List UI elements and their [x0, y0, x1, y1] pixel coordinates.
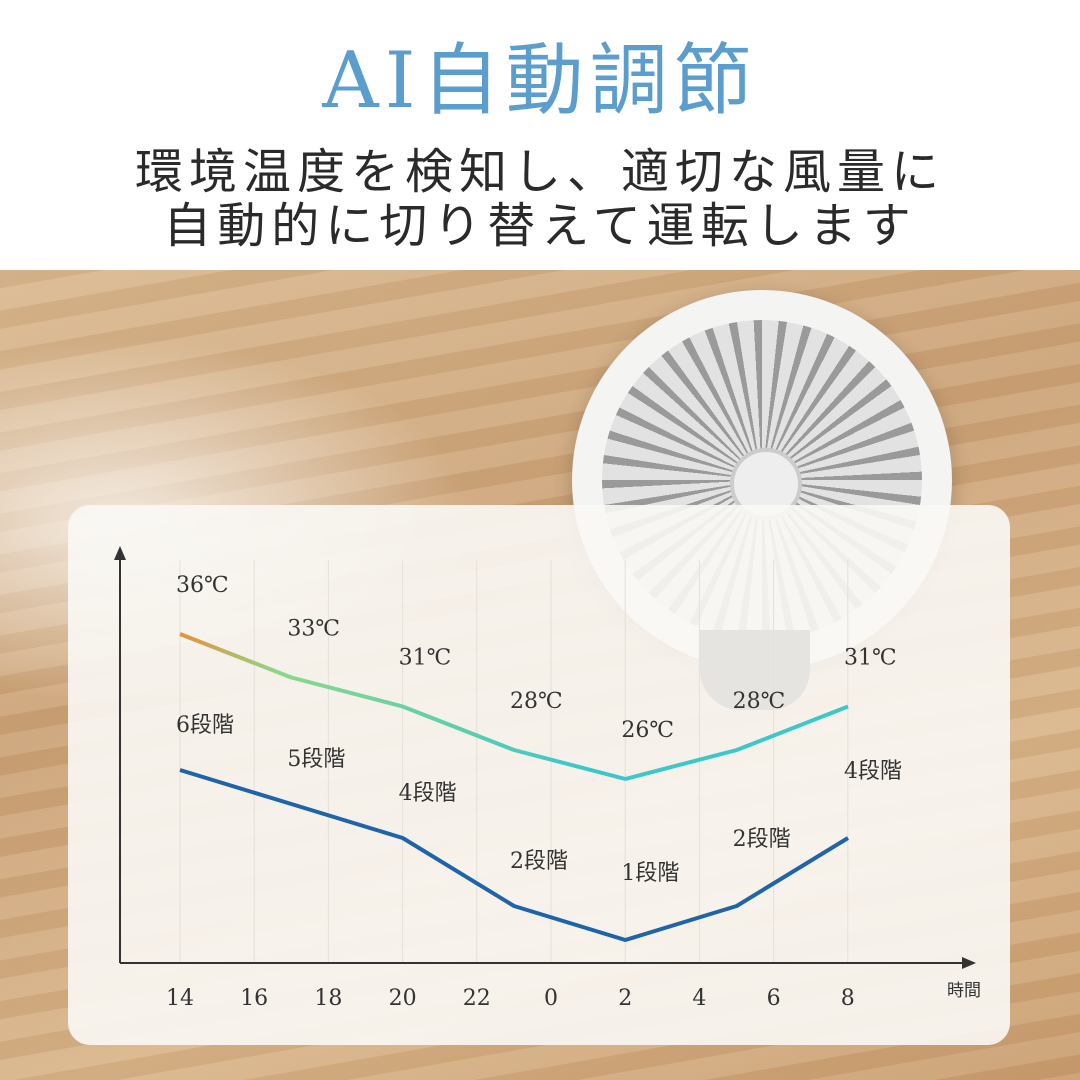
y-axis-arrow	[114, 546, 126, 560]
line-chart: 14 16 18 20 22 0 2 4 6 8 時間 36℃ 33℃ 31℃ 28℃ 26℃ 28℃ 31℃ 6段…	[114, 546, 981, 1011]
x-tick-label: 4	[692, 986, 706, 1011]
x-tick-label: 0	[544, 986, 558, 1011]
temperature-label: 31℃	[844, 646, 897, 671]
temperature-label: 36℃	[176, 573, 229, 598]
temperature-label: 33℃	[287, 617, 340, 642]
fan-level-label: 6段階	[176, 713, 234, 738]
temperature-label: 28℃	[510, 689, 563, 714]
x-tick-label: 14	[166, 986, 194, 1011]
fan-image	[572, 290, 952, 670]
temperature-line	[179, 632, 849, 781]
x-axis-label: 時間	[947, 981, 981, 1001]
page-title: AI自動調節	[322, 36, 758, 126]
fan-level-label: 2段階	[510, 849, 568, 874]
x-tick-label: 6	[767, 986, 781, 1011]
x-tick-label: 22	[463, 986, 491, 1011]
fan-level-label: 5段階	[287, 747, 345, 772]
fan-level-line	[179, 768, 850, 942]
temperature-label: 26℃	[621, 718, 674, 743]
subtitle-line-1: 環境温度を検知し、適切な風量に	[134, 144, 945, 200]
temperature-label: 28℃	[733, 689, 786, 714]
x-tick-label: 20	[389, 986, 417, 1011]
x-tick-label: 8	[841, 986, 855, 1011]
x-tick-label: 16	[240, 986, 268, 1011]
x-axis-arrow	[962, 957, 976, 969]
temperature-label: 31℃	[399, 646, 452, 671]
fan-level-label: 4段階	[399, 781, 457, 806]
x-tick-label: 18	[314, 986, 342, 1011]
chart-card: 14 16 18 20 22 0 2 4 6 8 時間 36℃ 33℃ 31℃ 28℃ 26℃ 28℃ 31℃ 6段…	[68, 505, 1010, 1045]
subtitle-line-2: 自動的に切り替えて運転します	[163, 198, 917, 254]
fan-level-label: 1段階	[621, 861, 679, 886]
x-tick-label: 2	[618, 986, 632, 1011]
header: AI自動調節 環境温度を検知し、適切な風量に 自動的に切り替えて運転します	[0, 0, 1080, 270]
fan-level-label: 4段階	[844, 759, 902, 784]
fan-level-label: 2段階	[733, 827, 791, 852]
